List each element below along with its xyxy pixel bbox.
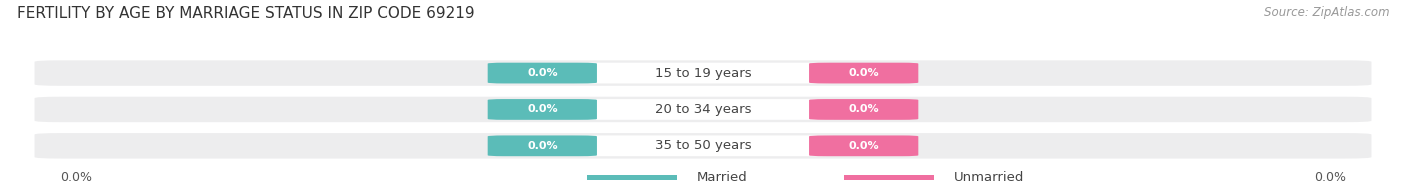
Text: 0.0%: 0.0% [848,141,879,151]
FancyBboxPatch shape [488,99,598,120]
Text: Unmarried: Unmarried [953,171,1024,184]
Text: 0.0%: 0.0% [527,104,558,114]
Text: 0.0%: 0.0% [527,68,558,78]
Text: 0.0%: 0.0% [527,141,558,151]
FancyBboxPatch shape [35,133,1371,159]
FancyBboxPatch shape [571,99,835,120]
FancyBboxPatch shape [35,97,1371,122]
Text: FERTILITY BY AGE BY MARRIAGE STATUS IN ZIP CODE 69219: FERTILITY BY AGE BY MARRIAGE STATUS IN Z… [17,6,474,21]
Text: 0.0%: 0.0% [848,68,879,78]
FancyBboxPatch shape [488,63,598,83]
Text: 0.0%: 0.0% [1313,171,1346,184]
Text: 0.0%: 0.0% [848,104,879,114]
FancyBboxPatch shape [571,135,835,156]
Text: 0.0%: 0.0% [60,171,93,184]
Text: 35 to 50 years: 35 to 50 years [655,139,751,152]
FancyBboxPatch shape [808,63,918,83]
FancyBboxPatch shape [845,175,935,180]
Text: Source: ZipAtlas.com: Source: ZipAtlas.com [1264,6,1389,19]
FancyBboxPatch shape [488,135,598,156]
Text: 20 to 34 years: 20 to 34 years [655,103,751,116]
Text: 15 to 19 years: 15 to 19 years [655,67,751,80]
FancyBboxPatch shape [808,99,918,120]
FancyBboxPatch shape [571,63,835,83]
FancyBboxPatch shape [588,175,678,180]
FancyBboxPatch shape [808,135,918,156]
Text: Married: Married [696,171,748,184]
FancyBboxPatch shape [35,60,1371,86]
